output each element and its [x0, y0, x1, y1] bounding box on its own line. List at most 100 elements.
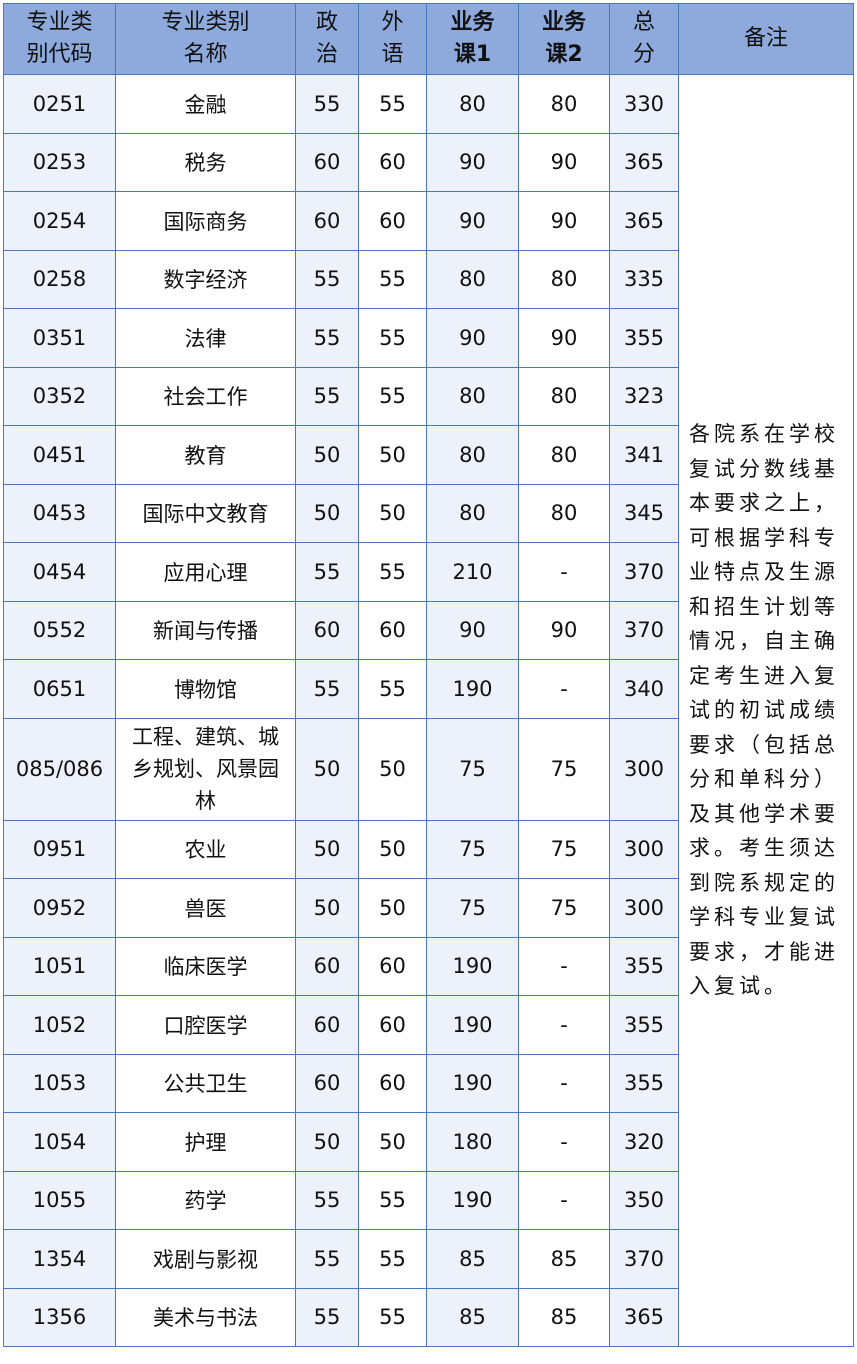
header-total: 总分: [609, 3, 679, 75]
table-row: 1053 公共卫生 60 60 190-355: [3, 1053, 854, 1113]
cell-code: 0951: [3, 819, 116, 879]
cell-name: 美术与书法: [115, 1287, 296, 1347]
cell-politics: 50: [295, 425, 359, 485]
cell-total: 340: [609, 659, 679, 719]
cell-total: 370: [609, 600, 679, 660]
cell-name: 临床医学: [115, 936, 296, 996]
cell-course1: 80: [426, 366, 519, 426]
cell-language: 50: [358, 717, 427, 821]
cell-code: 0351: [3, 308, 116, 368]
cell-language: 55: [358, 308, 427, 368]
header-politics: 政治: [295, 3, 359, 75]
cell-total: 323: [609, 366, 679, 426]
cell-politics: 60: [295, 600, 359, 660]
cell-politics: 50: [295, 819, 359, 879]
cell-course2: -: [518, 1112, 610, 1172]
cell-language: 50: [358, 819, 427, 879]
cell-course2: 80: [518, 425, 610, 485]
cell-course1: 85: [426, 1287, 519, 1347]
cell-total: 341: [609, 425, 679, 485]
table-row: 0951 农业 50 50 75 75 300: [3, 819, 854, 879]
table-row: 0454 应用心理 55 55 210-370: [3, 542, 854, 602]
cell-course1: 190: [426, 659, 519, 719]
cell-language: 60: [358, 995, 427, 1055]
cell-politics: 55: [295, 659, 359, 719]
table-row: 1055 药学 55 55 190-350: [3, 1170, 854, 1230]
cell-politics: 60: [295, 1053, 359, 1113]
cell-course2: 90: [518, 132, 610, 192]
header-remark: 备注: [678, 3, 854, 75]
cell-code: 0251: [3, 74, 116, 134]
cell-course1: 190: [426, 995, 519, 1055]
cell-total: 300: [609, 819, 679, 879]
cell-code: 0253: [3, 132, 116, 192]
cell-course1: 75: [426, 819, 519, 879]
cell-course2: -: [518, 995, 610, 1055]
cell-name: 公共卫生: [115, 1053, 296, 1113]
cell-code: 0552: [3, 600, 116, 660]
cell-politics: 50: [295, 1112, 359, 1172]
cell-code: 0952: [3, 878, 116, 938]
cell-course2: 80: [518, 366, 610, 426]
cell-politics: 50: [295, 483, 359, 543]
cell-code: 0651: [3, 659, 116, 719]
cell-code: 1052: [3, 995, 116, 1055]
cell-politics: 55: [295, 542, 359, 602]
cell-name: 社会工作: [115, 366, 296, 426]
cell-language: 50: [358, 878, 427, 938]
score-table: 专业类别代码 专业类别名称 政治 外语 业务课1 业务课2 总分 备注 0251…: [3, 3, 854, 1347]
cell-politics: 55: [295, 1229, 359, 1289]
cell-code: 1354: [3, 1229, 116, 1289]
cell-name: 应用心理: [115, 542, 296, 602]
cell-name: 金融: [115, 74, 296, 134]
cell-language: 55: [358, 1170, 427, 1230]
table-row: 1356 美术与书法 55 55 85 85 365: [3, 1287, 854, 1347]
cell-total: 300: [609, 878, 679, 938]
header-course2: 业务课2: [518, 3, 610, 75]
cell-language: 55: [358, 542, 427, 602]
cell-politics: 60: [295, 191, 359, 251]
header-code: 专业类别代码: [3, 3, 116, 75]
cell-code: 085/086: [3, 717, 116, 821]
cell-code: 1055: [3, 1170, 116, 1230]
cell-code: 1051: [3, 936, 116, 996]
cell-course1: 75: [426, 878, 519, 938]
table-row: 1051 临床医学 60 60 190-355: [3, 936, 854, 996]
cell-name: 国际中文教育: [115, 483, 296, 543]
cell-course2: 75: [518, 819, 610, 879]
cell-name: 新闻与传播: [115, 600, 296, 660]
cell-code: 0254: [3, 191, 116, 251]
cell-language: 60: [358, 132, 427, 192]
cell-code: 0451: [3, 425, 116, 485]
cell-course1: 210: [426, 542, 519, 602]
cell-course2: 75: [518, 878, 610, 938]
cell-name: 药学: [115, 1170, 296, 1230]
table-row: 0453 国际中文教育 50 50 80 80 345: [3, 483, 854, 543]
cell-language: 50: [358, 483, 427, 543]
cell-course2: -: [518, 1170, 610, 1230]
cell-course1: 190: [426, 936, 519, 996]
cell-course2: 90: [518, 600, 610, 660]
cell-language: 60: [358, 600, 427, 660]
cell-course2: 80: [518, 74, 610, 134]
cell-course1: 90: [426, 132, 519, 192]
cell-politics: 55: [295, 249, 359, 309]
cell-total: 355: [609, 1053, 679, 1113]
table-row: 1052 口腔医学 60 60 190-355: [3, 995, 854, 1055]
cell-course2: 80: [518, 249, 610, 309]
cell-politics: 60: [295, 936, 359, 996]
cell-total: 345: [609, 483, 679, 543]
cell-name: 农业: [115, 819, 296, 879]
cell-language: 55: [358, 1287, 427, 1347]
cell-name: 口腔医学: [115, 995, 296, 1055]
cell-code: 1356: [3, 1287, 116, 1347]
cell-course2: -: [518, 542, 610, 602]
cell-course2: 85: [518, 1287, 610, 1347]
header-name: 专业类别名称: [115, 3, 296, 75]
cell-politics: 55: [295, 1287, 359, 1347]
cell-course1: 80: [426, 74, 519, 134]
cell-course2: 85: [518, 1229, 610, 1289]
cell-course2: 80: [518, 483, 610, 543]
cell-course1: 80: [426, 249, 519, 309]
cell-course2: 90: [518, 308, 610, 368]
